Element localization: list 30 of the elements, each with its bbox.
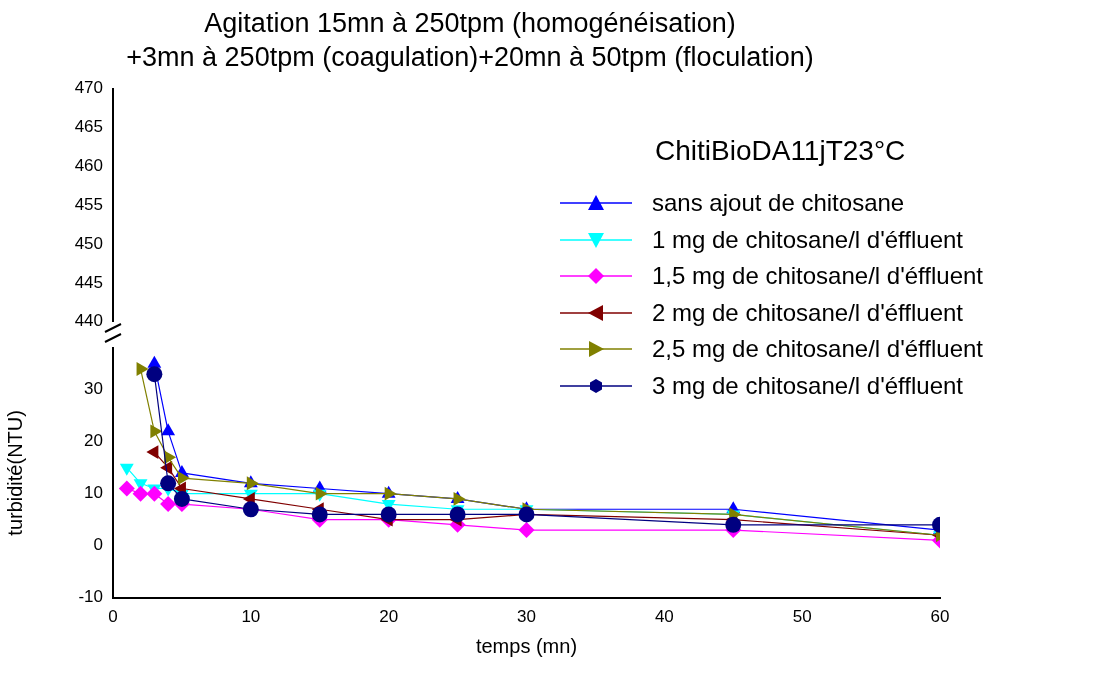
legend-label: sans ajout de chitosane [652,189,905,218]
y-tick-label: 450 [74,233,103,253]
x-tick-label: 30 [517,607,536,627]
y-tick-label: 30 [84,379,103,399]
legend-title: ChitiBioDA11jT23°C [655,135,907,167]
legend-label: 2 mg de chitosane/l d'éffluent [652,298,964,327]
legend-label: 1 mg de chitosane/l d'éffluent [652,225,964,254]
chart-title: Agitation 15mn à 250tpm (homogénéisation) [204,7,736,38]
y-tick-label: 460 [74,156,103,176]
legend-label: 1,5 mg de chitosane/l d'éffluent [652,262,984,291]
legend-label: 3 mg de chitosane/l d'éffluent [652,371,964,400]
x-tick-label: 10 [241,607,261,627]
y-tick-label: 10 [84,483,103,503]
y-tick-label: 0 [93,535,103,555]
y-tick-label: 455 [74,194,103,214]
y-tick-label: 465 [74,117,103,137]
x-tick-label: 0 [108,607,118,627]
chart-subtitle: +3mn à 250tpm (coagulation)+20mn à 50tpm (floculation) [126,42,814,73]
y-tick-label: 20 [84,431,103,451]
legend-label: 2,5 mg de chitosane/l d'éffluent [652,335,984,364]
y-tick-label: -10 [78,587,103,607]
y-tick-label: 445 [74,272,103,292]
y-tick-label: 440 [74,311,103,331]
x-tick-label: 60 [930,607,950,627]
x-axis-title: temps (mn) [475,634,578,657]
x-tick-label: 50 [792,607,812,627]
y-tick-label: 470 [74,78,103,98]
x-tick-label: 20 [379,607,399,627]
y-axis-title: turbidité(NTU) [3,410,26,536]
x-tick-label: 40 [654,607,674,627]
